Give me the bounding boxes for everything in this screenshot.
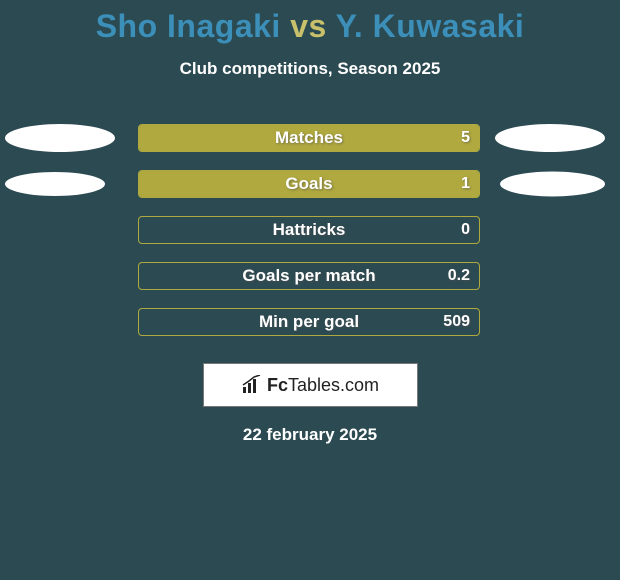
page-title: Sho Inagaki vs Y. Kuwasaki bbox=[0, 8, 620, 45]
source-logo: FcTables.com bbox=[203, 363, 418, 407]
date-text: 22 february 2025 bbox=[0, 425, 620, 445]
left-ellipse bbox=[5, 124, 115, 152]
stat-bar-fill bbox=[139, 171, 479, 197]
stat-bar bbox=[138, 170, 480, 198]
stat-bar bbox=[138, 262, 480, 290]
player-b-name: Y. Kuwasaki bbox=[336, 8, 525, 44]
logo-prefix: Fc bbox=[267, 375, 288, 395]
stat-row: Min per goal509 bbox=[0, 299, 620, 345]
left-ellipse bbox=[5, 172, 105, 196]
logo-text: FcTables.com bbox=[267, 375, 379, 396]
stat-bar-fill bbox=[139, 125, 479, 151]
player-a-name: Sho Inagaki bbox=[96, 8, 281, 44]
right-ellipse bbox=[500, 172, 605, 197]
stat-row: Goals per match0.2 bbox=[0, 253, 620, 299]
stat-bar bbox=[138, 124, 480, 152]
stat-row: Goals1 bbox=[0, 161, 620, 207]
chart-icon bbox=[241, 375, 263, 395]
stat-bar bbox=[138, 216, 480, 244]
subtitle: Club competitions, Season 2025 bbox=[0, 59, 620, 79]
comparison-card: Sho Inagaki vs Y. Kuwasaki Club competit… bbox=[0, 0, 620, 580]
stat-row: Hattricks0 bbox=[0, 207, 620, 253]
stat-bar bbox=[138, 308, 480, 336]
stats-list: Matches5Goals1Hattricks0Goals per match0… bbox=[0, 115, 620, 345]
logo-suffix: Tables.com bbox=[288, 375, 379, 395]
vs-text: vs bbox=[290, 8, 327, 44]
stat-row: Matches5 bbox=[0, 115, 620, 161]
right-ellipse bbox=[495, 124, 605, 152]
